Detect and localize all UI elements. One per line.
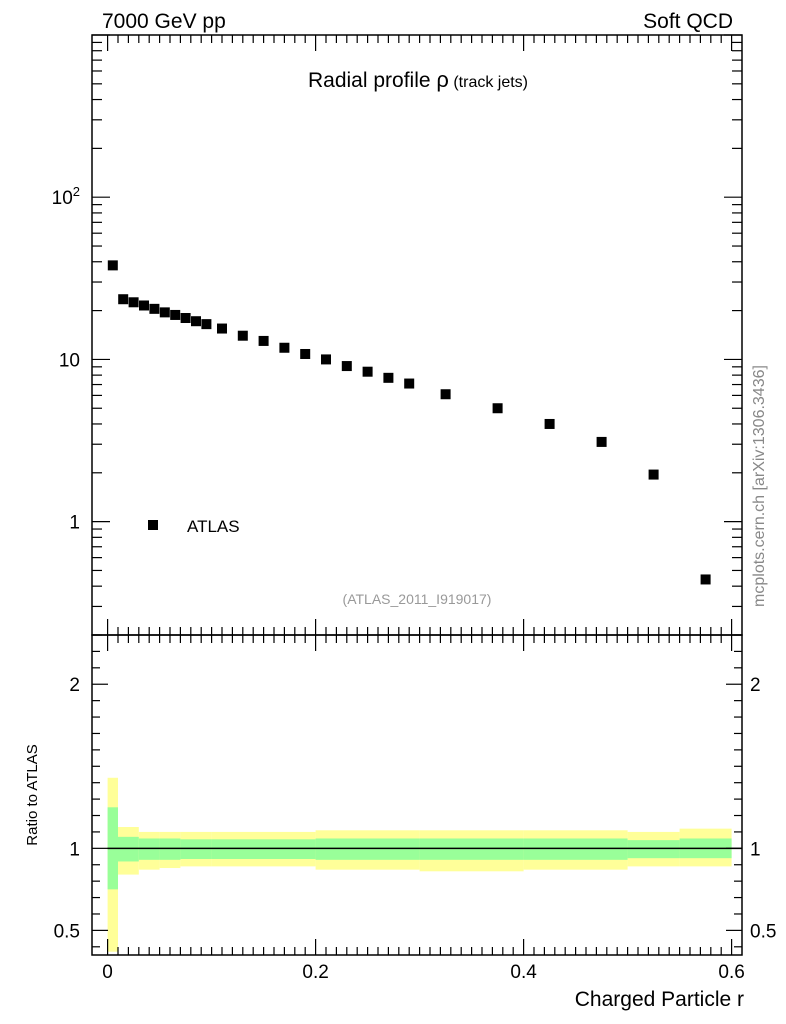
data-point — [128, 297, 139, 308]
data-point — [440, 389, 451, 400]
main-panel-frame — [91, 34, 743, 636]
data-point — [237, 330, 248, 341]
data-point — [700, 574, 711, 585]
x-axis-label: Charged Particle r — [575, 988, 744, 1011]
data-point — [383, 372, 394, 383]
data-point — [149, 303, 160, 314]
data-point — [180, 313, 191, 324]
data-point — [648, 469, 659, 480]
x-tick-label: 0.6 — [718, 962, 744, 983]
header-right: Soft QCD — [643, 10, 733, 33]
ratio-bands — [107, 777, 732, 952]
data-point — [170, 309, 181, 320]
title-symbol: ρ — [436, 67, 449, 92]
analysis-id: (ATLAS_2011_I919017) — [343, 591, 492, 607]
x-tick-label: 0.2 — [302, 962, 328, 983]
side-label: mcplots.cern.ch [arXiv:1306.3436] — [751, 365, 768, 607]
data-point — [107, 260, 118, 271]
data-point — [258, 335, 269, 346]
main-y-tick-label: 10 — [59, 350, 80, 371]
legend-label: ATLAS — [187, 517, 240, 536]
x-tick-label: 0.4 — [510, 962, 537, 983]
ratio-inner-band — [118, 836, 139, 862]
ratio-y-axis-label: Ratio to ATLAS — [24, 744, 41, 845]
data-point — [300, 348, 311, 359]
data-point — [139, 300, 149, 311]
data-point — [159, 307, 170, 318]
x-tick-label: 0 — [102, 962, 113, 983]
data-point — [191, 316, 201, 327]
ratio-inner-band — [523, 838, 628, 860]
data-point — [321, 354, 331, 365]
main-title: Radial profile ρ (track jets) — [308, 67, 528, 92]
ratio-inner-band — [315, 838, 420, 860]
ratio-inner-band — [180, 839, 212, 859]
title-main: Radial profile — [308, 69, 436, 92]
data-point — [279, 342, 290, 353]
ratio-panel-frame — [91, 634, 743, 956]
data-point — [362, 366, 373, 377]
header-left: 7000 GeV pp — [102, 10, 226, 33]
ratio-inner-band — [419, 838, 524, 860]
data-point — [118, 294, 129, 305]
data-point — [404, 378, 415, 389]
ratio-inner-band — [159, 838, 181, 860]
axis-tick-labels: 1 10 102 0 0.2 0.4 0.6 0.5 0.5 1 1 2 2 — [52, 184, 777, 983]
ratio-y-tick-label-right: 1 — [750, 839, 761, 860]
ratio-y-tick-label-left: 1 — [69, 839, 80, 860]
ratio-y-tick-label-right: 0.5 — [750, 921, 776, 942]
data-point — [596, 436, 607, 447]
data-point — [217, 323, 227, 334]
data-point — [341, 361, 352, 372]
ratio-y-tick-label-right: 2 — [750, 675, 761, 696]
legend-marker — [148, 520, 158, 530]
main-y-tick-label: 1 — [69, 513, 80, 534]
ratio-inner-band — [211, 839, 316, 859]
data-point — [492, 403, 503, 414]
axis-ticks — [92, 34, 742, 955]
data-markers — [107, 260, 711, 585]
ratio-inner-band — [138, 838, 160, 860]
ratio-y-tick-label-left: 0.5 — [54, 921, 80, 942]
data-point — [201, 319, 212, 330]
ratio-y-tick-label-left: 2 — [69, 675, 80, 696]
title-small: (track jets) — [449, 74, 528, 91]
main-y-tick-label: 102 — [52, 184, 80, 209]
ratio-inner-band — [627, 840, 680, 859]
data-point — [544, 418, 555, 429]
